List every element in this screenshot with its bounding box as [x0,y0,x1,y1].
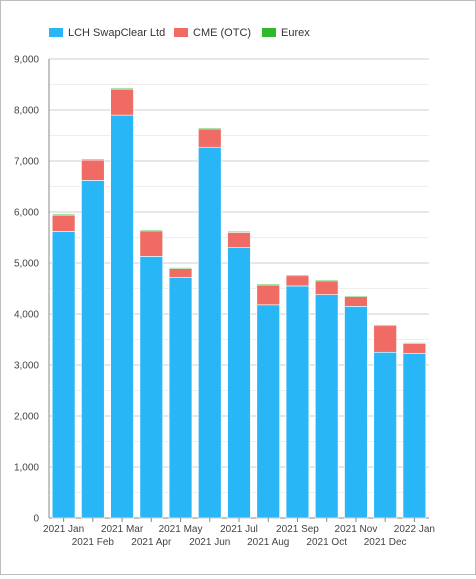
bar-cme-otc-9[interactable] [314,280,339,295]
bar-eurex-0[interactable] [51,213,76,216]
bar-lch-swapclear-ltd-7[interactable] [256,304,280,519]
bar-cme-otc-2[interactable] [110,88,134,116]
x-tick-label: 2021 Jan [43,524,84,535]
x-tick-label: 2021 Sep [276,524,319,535]
y-tick-label: 7,000 [14,157,39,168]
x-tick-label: 2021 Jun [189,537,230,548]
bar-cme-otc-8[interactable] [285,275,310,287]
bar-eurex-5[interactable] [198,127,222,130]
bar-eurex-12[interactable] [402,342,427,344]
legend-label-2[interactable]: Eurex [281,27,310,39]
y-tick-label: 4,000 [14,310,39,321]
bar-lch-swapclear-ltd-11[interactable] [373,351,397,519]
legend: LCH SwapClear Ltd CME (OTC) Eurex [49,27,310,39]
bar-lch-swapclear-ltd-3[interactable] [139,256,164,519]
bar-lch-swapclear-ltd-10[interactable] [344,306,368,519]
bar-lch-swapclear-ltd-5[interactable] [198,146,222,519]
legend-label-0[interactable]: LCH SwapClear Ltd [68,27,165,39]
bar-cme-otc-7[interactable] [256,284,280,306]
x-tick-label: 2022 Jan [394,524,435,535]
x-tick-label: 2021 Nov [335,524,378,535]
bar-lch-swapclear-ltd-6[interactable] [227,247,251,519]
x-tick-label: 2021 Feb [72,537,115,548]
y-tick-label: 0 [33,514,39,525]
legend-label-1[interactable]: CME (OTC) [193,27,251,39]
x-tick-label: 2021 Jul [220,524,258,535]
bar-eurex-7[interactable] [256,283,280,286]
bar-cme-otc-1[interactable] [81,159,105,181]
x-tick-label: 2021 May [159,524,203,535]
bar-eurex-6[interactable] [227,231,251,233]
y-tick-label: 3,000 [14,361,39,372]
y-tick-label: 9,000 [14,55,39,66]
bar-lch-swapclear-ltd-9[interactable] [314,294,339,519]
legend-swatch-0[interactable] [49,28,63,37]
bar-lch-swapclear-ltd-8[interactable] [285,285,310,519]
y-tick-label: 8,000 [14,106,39,117]
bar-eurex-4[interactable] [168,267,193,269]
bar-cme-otc-12[interactable] [402,343,427,354]
bar-cme-otc-6[interactable] [227,232,251,248]
bar-lch-swapclear-ltd-0[interactable] [51,231,76,519]
bar-eurex-2[interactable] [110,87,134,90]
bar-cme-otc-0[interactable] [51,214,76,232]
bar-cme-otc-10[interactable] [344,296,368,307]
bar-eurex-1[interactable] [81,158,105,161]
legend-swatch-2[interactable] [262,28,276,37]
bar-eurex-10[interactable] [344,295,368,297]
legend-swatch-1[interactable] [174,28,188,37]
y-tick-label: 6,000 [14,208,39,219]
bar-cme-otc-3[interactable] [139,230,164,257]
x-axis: 2021 Jan 2021 Feb 2021 Mar 2021 Apr 2021 May… [43,518,435,548]
bar-cme-otc-4[interactable] [168,268,193,278]
bar-lch-swapclear-ltd-1[interactable] [81,180,105,519]
y-tick-label: 1,000 [14,463,39,474]
bar-lch-swapclear-ltd-2[interactable] [110,114,134,519]
bar-eurex-11[interactable] [373,324,397,327]
y-tick-label: 5,000 [14,259,39,270]
bar-eurex-8[interactable] [285,274,310,277]
bars [51,87,427,519]
bar-eurex-9[interactable] [314,279,339,282]
bar-eurex-3[interactable] [139,229,164,232]
x-tick-label: 2021 Aug [247,537,289,548]
x-tick-label: 2021 Apr [131,537,172,548]
bar-lch-swapclear-ltd-4[interactable] [168,276,193,519]
x-tick-label: 2021 Mar [101,524,144,535]
x-tick-label: 2021 Dec [364,537,407,548]
bar-lch-swapclear-ltd-12[interactable] [402,352,427,519]
bar-cme-otc-5[interactable] [198,128,222,148]
bar-cme-otc-11[interactable] [373,325,397,353]
y-tick-label: 2,000 [14,412,39,423]
x-tick-label: 2021 Oct [306,537,347,548]
